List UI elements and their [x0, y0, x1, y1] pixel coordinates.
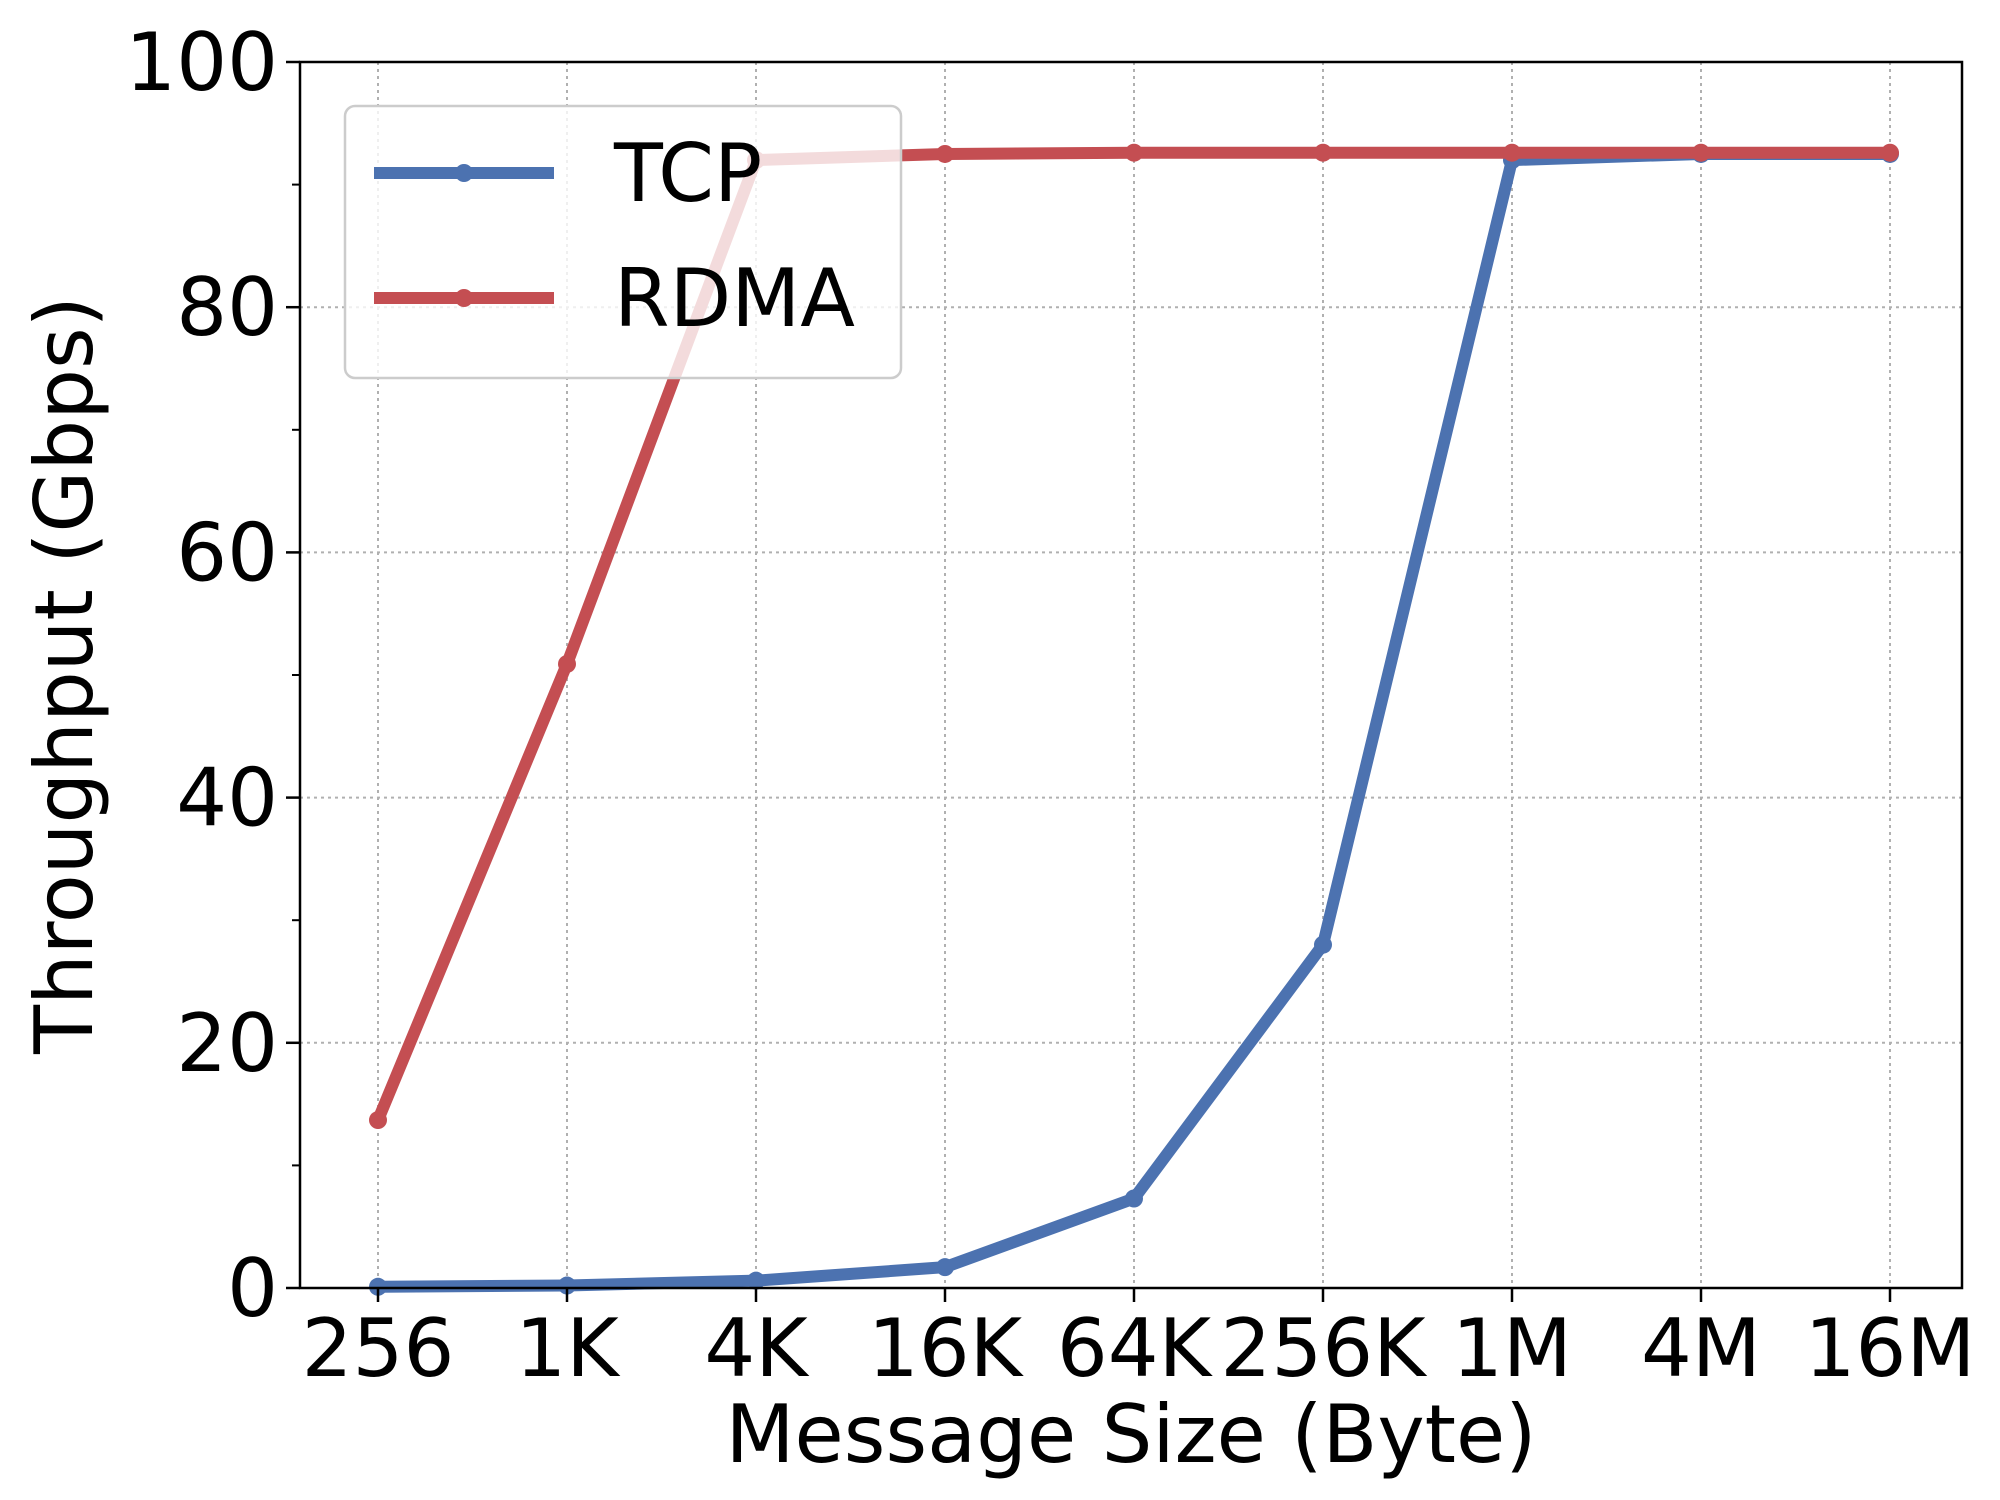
legend-marker-rdma	[455, 289, 473, 307]
legend-marker-tcp	[455, 164, 473, 182]
legend-label-tcp: TCP	[613, 127, 762, 220]
x-tick-label: 64K	[1057, 1302, 1214, 1395]
y-axis-title: Throughput (Gbps)	[18, 296, 111, 1055]
legend-label-rdma: RDMA	[614, 252, 855, 345]
data-point-rdma	[936, 144, 954, 163]
plot-series	[369, 143, 1899, 1296]
data-point-rdma	[1881, 143, 1899, 162]
x-tick-label: 4M	[1641, 1302, 1761, 1395]
data-point-rdma	[558, 654, 576, 673]
data-point-rdma	[1314, 143, 1332, 162]
data-point-rdma	[1503, 143, 1521, 162]
y-tick-label: 0	[227, 1242, 278, 1335]
y-tick-label: 80	[176, 261, 278, 354]
data-point-rdma	[1125, 143, 1143, 162]
y-tick-label: 100	[125, 16, 278, 109]
data-point-rdma	[1692, 143, 1710, 162]
x-tick-label: 16M	[1805, 1302, 1976, 1395]
x-tick-label: 4K	[704, 1302, 810, 1395]
data-point-tcp	[1125, 1189, 1143, 1208]
data-point-tcp	[747, 1271, 765, 1290]
x-tick-label: 256K	[1220, 1302, 1428, 1395]
data-point-rdma	[369, 1111, 387, 1130]
y-tick-label: 60	[176, 506, 278, 599]
data-point-tcp	[936, 1258, 954, 1277]
data-point-tcp	[1314, 935, 1332, 954]
legend: TCP RDMA	[343, 104, 903, 380]
x-tick-label: 1K	[515, 1302, 621, 1395]
y-tick-label: 40	[176, 752, 278, 845]
x-tick-label: 16K	[868, 1302, 1025, 1395]
data-point-tcp	[558, 1276, 576, 1295]
x-tick-label: 1M	[1452, 1302, 1572, 1395]
axis-ticks: 0 20 40 60 80 100 256 1K 4K 16K 64K 256K 1M 4M 16M	[125, 16, 1975, 1395]
x-axis-title: Message Size (Byte)	[726, 1388, 1537, 1481]
x-tick-label: 256	[302, 1302, 455, 1395]
y-tick-label: 20	[176, 997, 278, 1090]
